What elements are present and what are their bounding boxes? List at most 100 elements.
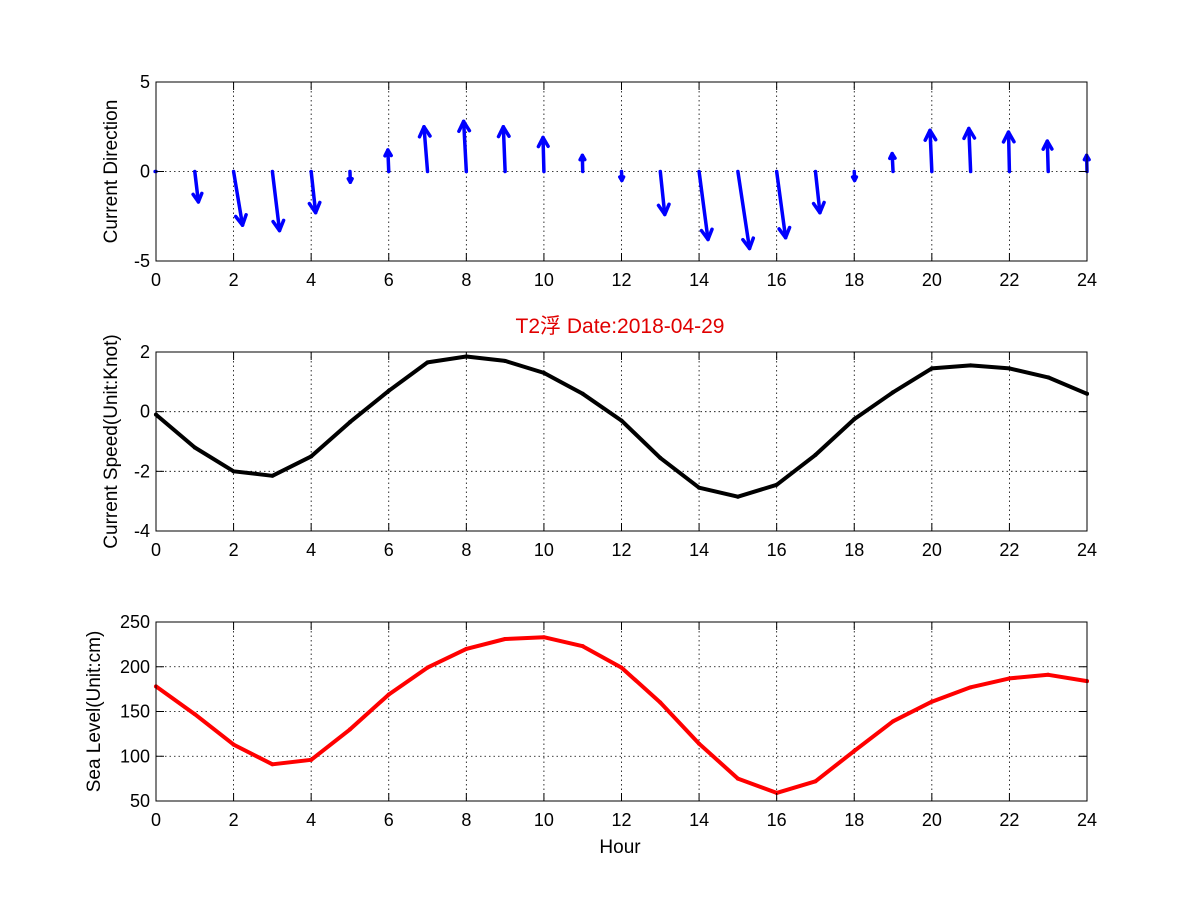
sea-level-point-5 <box>347 727 352 732</box>
current-speed-point-23 <box>1046 375 1051 380</box>
current-direction-x-tick-label: 12 <box>611 270 631 290</box>
sea-level-point-9 <box>503 637 508 642</box>
current-direction-arrow-head <box>496 125 511 139</box>
current-direction-x-tick-label: 18 <box>844 270 864 290</box>
sea-level-point-6 <box>386 692 391 697</box>
sea-level-point-13 <box>658 700 663 705</box>
current-direction-arrow-1 <box>191 169 204 204</box>
current-direction-arrow-head <box>536 135 550 149</box>
current-speed-x-tick-label: 6 <box>384 540 394 560</box>
sea-level-point-16 <box>774 790 779 795</box>
sea-level-point-12 <box>619 665 624 670</box>
current-speed-point-22 <box>1007 366 1012 371</box>
current-direction-arrow-15 <box>736 169 756 251</box>
current-direction-arrow-head <box>777 225 792 240</box>
sea-level-y-tick-label: 200 <box>120 657 150 677</box>
current-speed-point-4 <box>309 454 314 459</box>
sea-level-point-11 <box>580 644 585 649</box>
current-direction-arrow-22 <box>1001 130 1016 174</box>
current-speed-x-tick-label: 16 <box>767 540 787 560</box>
current-direction-arrow-4 <box>307 169 322 215</box>
current-direction-x-tick-label: 2 <box>229 270 239 290</box>
sea-level-point-23 <box>1046 672 1051 677</box>
sea-level-y-tick-label: 50 <box>130 791 150 811</box>
current-speed-point-3 <box>270 473 275 478</box>
current-direction-arrow-shaft <box>270 169 282 233</box>
current-direction-arrow-head <box>417 125 432 139</box>
current-speed-point-15 <box>735 494 740 499</box>
current-speed-x-tick-label: 20 <box>922 540 942 560</box>
current-direction-arrow-19 <box>888 151 897 174</box>
current-direction-arrow-head <box>741 236 756 251</box>
x-axis-label: Hour <box>599 837 641 858</box>
current-speed-x-tick-label: 10 <box>534 540 554 560</box>
current-direction-arrow-7 <box>417 125 432 174</box>
current-direction-arrow-14 <box>697 169 714 242</box>
current-direction-x-tick-label: 20 <box>922 270 942 290</box>
sea-level-point-17 <box>813 779 818 784</box>
current-direction-arrow-18 <box>850 169 859 183</box>
sea-level-point-1 <box>192 712 197 717</box>
current-speed-point-16 <box>774 482 779 487</box>
current-speed-x-tick-label: 0 <box>151 540 161 560</box>
current-direction-arrow-shaft <box>658 169 667 217</box>
current-speed-point-2 <box>231 469 236 474</box>
sea-level-x-tick-label: 8 <box>461 810 471 830</box>
current-direction-arrow-head <box>888 151 897 161</box>
sea-level-point-19 <box>891 719 896 724</box>
current-direction-arrow-head <box>1041 139 1054 151</box>
current-direction-arrow-3 <box>270 169 286 233</box>
current-direction-arrow-head <box>191 191 204 204</box>
current-direction-arrow-head <box>346 176 354 184</box>
current-speed-x-tick-label: 4 <box>306 540 316 560</box>
sea-level-point-7 <box>425 665 430 670</box>
sea-level-x-tick-label: 6 <box>384 810 394 830</box>
current-direction-arrow-9 <box>496 125 511 174</box>
current-direction-arrow-shaft <box>501 125 507 174</box>
current-direction-arrow-shaft <box>697 169 710 242</box>
current-direction-arrow-16 <box>774 169 792 240</box>
current-direction-arrow-shaft <box>1045 139 1050 174</box>
current-speed-point-7 <box>425 360 430 365</box>
current-direction-x-tick-label: 10 <box>534 270 554 290</box>
sea-level-point-21 <box>968 685 973 690</box>
chart-title: T2浮 Date:2018-04-29 <box>516 315 725 338</box>
current-speed-point-13 <box>658 455 663 460</box>
current-direction-arrow-shaft <box>1006 130 1012 174</box>
current-speed-point-11 <box>580 391 585 396</box>
current-direction-arrow-shaft <box>813 169 822 215</box>
current-direction-arrow-head <box>233 213 248 227</box>
current-direction-y-tick-label: 5 <box>140 72 150 92</box>
sea-level-x-tick-label: 12 <box>611 810 631 830</box>
current-direction-arrow-head <box>307 200 322 215</box>
sea-level-point-10 <box>541 635 546 640</box>
current-direction-arrow-shaft <box>967 126 973 174</box>
current-speed-x-tick-label: 8 <box>461 540 471 560</box>
current-direction-y-tick-label: -5 <box>134 251 150 271</box>
sea-level-x-tick-label: 20 <box>922 810 942 830</box>
sea-level-x-tick-label: 14 <box>689 810 709 830</box>
current-speed-point-17 <box>813 452 818 457</box>
current-speed-point-10 <box>541 370 546 375</box>
sea-level-y-axis-label: Sea Level(Unit:cm) <box>84 631 105 793</box>
sea-level-y-tick-label: 100 <box>120 746 150 766</box>
sea-level-point-4 <box>309 757 314 762</box>
current-direction-arrow-11 <box>578 153 587 174</box>
current-direction-arrow-23 <box>1041 139 1054 174</box>
current-speed-point-1 <box>192 445 197 450</box>
current-speed-point-18 <box>852 417 857 422</box>
current-direction-arrow-head <box>699 227 714 242</box>
current-direction-arrow-shaft <box>541 135 546 174</box>
current-direction-arrow-shaft <box>928 128 934 174</box>
current-direction-x-tick-label: 4 <box>306 270 316 290</box>
current-direction-arrow-13 <box>656 169 671 217</box>
current-direction-arrow-head <box>850 175 859 183</box>
current-direction-y-axis-label: Current Direction <box>101 100 122 244</box>
current-speed-point-20 <box>929 366 934 371</box>
current-direction-arrow-shaft <box>736 169 752 251</box>
current-direction-arrow-head <box>811 200 826 215</box>
current-speed-x-tick-label: 12 <box>611 540 631 560</box>
